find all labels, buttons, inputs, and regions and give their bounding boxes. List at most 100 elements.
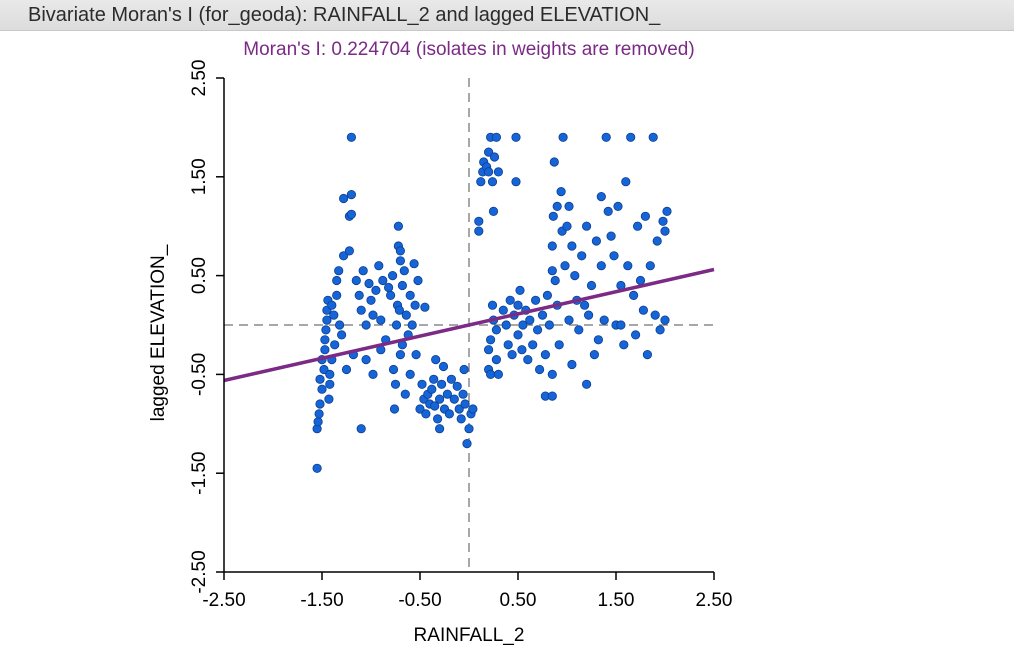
- data-point: [346, 190, 356, 200]
- data-point: [596, 261, 606, 271]
- data-point: [351, 275, 361, 286]
- data-point: [409, 259, 419, 269]
- data-point: [547, 241, 557, 251]
- data-point: [358, 266, 368, 276]
- data-point: [344, 246, 354, 256]
- y-tick-label: 2.50: [189, 60, 210, 97]
- data-point: [456, 414, 466, 424]
- data-point: [487, 300, 498, 310]
- data-point: [523, 354, 533, 365]
- data-point: [429, 374, 439, 384]
- data-point: [395, 246, 405, 256]
- data-point: [489, 152, 500, 162]
- data-point: [324, 394, 334, 404]
- data-point: [322, 315, 332, 325]
- data-point: [315, 399, 325, 409]
- chart-subtitle: Moran's I: 0.224704 (isolates in weights…: [243, 39, 694, 60]
- data-point: [581, 221, 592, 231]
- data-point: [376, 315, 386, 325]
- data-point: [632, 221, 643, 231]
- data-point: [390, 379, 401, 389]
- data-point: [391, 320, 402, 330]
- data-point: [438, 361, 449, 372]
- data-point: [436, 379, 447, 389]
- data-point: [613, 201, 623, 211]
- data-point: [388, 364, 399, 375]
- data-point: [558, 132, 568, 142]
- data-point: [361, 320, 371, 330]
- data-point: [462, 438, 472, 449]
- data-point: [354, 290, 364, 300]
- data-point: [474, 216, 484, 226]
- data-point: [562, 221, 572, 231]
- y-tick-label: -0.50: [189, 353, 210, 396]
- data-point: [530, 295, 541, 305]
- data-point: [460, 399, 470, 409]
- data-point: [552, 201, 562, 211]
- data-point: [603, 206, 613, 216]
- data-point: [596, 192, 606, 202]
- data-point: [407, 320, 417, 330]
- data-point: [630, 330, 641, 340]
- data-point: [635, 275, 646, 286]
- data-point: [488, 206, 499, 216]
- data-point: [393, 221, 403, 231]
- data-point: [317, 384, 327, 394]
- data-point: [616, 320, 626, 330]
- data-point: [660, 226, 670, 236]
- data-point: [483, 167, 494, 177]
- data-point: [547, 391, 557, 401]
- data-point: [528, 340, 538, 350]
- data-point: [327, 300, 337, 310]
- data-point: [498, 305, 508, 315]
- data-point: [623, 261, 633, 271]
- data-point: [591, 236, 602, 246]
- data-point: [383, 282, 394, 293]
- moran-scatter-chart[interactable]: Moran's I: 0.224704 (isolates in weights…: [0, 31, 1014, 660]
- data-point: [334, 320, 345, 330]
- data-point: [485, 335, 496, 345]
- data-point: [491, 354, 501, 365]
- y-axis-label: lagged ELEVATION_: [148, 244, 169, 421]
- data-point: [397, 280, 407, 291]
- data-point: [626, 132, 636, 142]
- data-point: [503, 340, 513, 350]
- data-point: [410, 300, 420, 310]
- data-point: [609, 251, 619, 261]
- data-point: [399, 266, 409, 276]
- data-point: [401, 310, 411, 320]
- data-point: [628, 290, 639, 300]
- data-point: [554, 340, 564, 350]
- data-point: [493, 369, 503, 379]
- data-point: [313, 417, 323, 427]
- data-point: [346, 209, 356, 219]
- data-point: [314, 409, 324, 419]
- data-point: [446, 374, 456, 384]
- data-point: [368, 310, 378, 320]
- data-point: [325, 379, 335, 389]
- data-point: [655, 325, 665, 335]
- data-point: [662, 206, 672, 216]
- data-point: [378, 275, 388, 286]
- data-point: [583, 310, 594, 320]
- data-point: [431, 354, 441, 365]
- data-point: [413, 275, 423, 286]
- data-point: [593, 335, 604, 345]
- data-point: [515, 285, 525, 295]
- data-point: [567, 241, 577, 251]
- data-point: [387, 271, 398, 281]
- data-point: [334, 266, 344, 276]
- window-titlebar: Bivariate Moran's I (for_geoda): RAINFAL…: [0, 0, 1014, 31]
- data-point: [547, 266, 557, 276]
- data-point: [511, 132, 521, 142]
- data-point: [540, 349, 551, 360]
- data-point: [511, 177, 521, 187]
- data-point: [550, 275, 560, 286]
- data-point: [400, 389, 410, 399]
- data-point: [577, 251, 587, 261]
- data-point: [459, 364, 469, 375]
- data-point: [537, 310, 548, 320]
- data-point: [648, 132, 658, 142]
- data-point: [421, 409, 431, 419]
- data-point: [642, 349, 653, 360]
